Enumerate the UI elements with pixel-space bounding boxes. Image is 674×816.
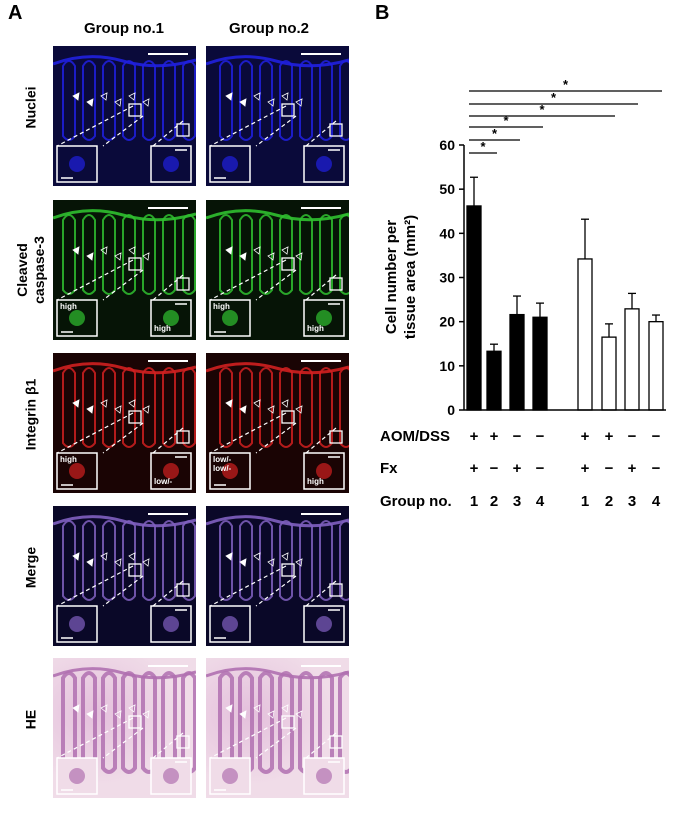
condition-value: − <box>536 460 545 477</box>
group-title-1: Group no.1 <box>84 20 164 37</box>
micrograph-integrin-group-2: low/- low/- high <box>206 353 349 493</box>
bar <box>601 336 617 411</box>
bar <box>509 313 525 411</box>
bar <box>624 308 640 411</box>
micrograph-integrin-group-1: high low/- <box>53 353 196 493</box>
micrograph-caspase-group-1: high high <box>53 200 196 340</box>
condition-value: − <box>605 460 614 477</box>
y-tick-label: 10 <box>439 358 455 374</box>
y-axis-label: tissue area (mm²) <box>402 215 419 339</box>
significance-star: * <box>563 77 569 92</box>
bar <box>532 316 548 411</box>
inset-label-left: high <box>60 455 77 464</box>
condition-value: 4 <box>536 493 545 510</box>
condition-row-label: Fx <box>380 460 398 477</box>
y-tick-label: 40 <box>439 225 455 241</box>
bar-chart: 0 10 20 30 40 50 60 Cell number per tissue area … <box>380 77 666 510</box>
condition-value: + <box>470 428 479 445</box>
condition-value: − <box>536 428 545 445</box>
micrograph-he-group-1 <box>53 658 196 798</box>
y-tick-label: 30 <box>439 270 455 286</box>
row-label-integrin: Integrin β1 <box>22 378 39 451</box>
condition-value: 1 <box>581 493 589 510</box>
micrograph-merge-group-1 <box>53 506 196 646</box>
condition-value: + <box>581 460 590 477</box>
condition-value: + <box>470 460 479 477</box>
panel-b-letter: B <box>375 2 390 24</box>
condition-value: 3 <box>513 493 521 510</box>
row-label-nuclei: Nuclei <box>22 86 39 129</box>
condition-value: − <box>513 428 522 445</box>
significance-star: * <box>480 139 486 154</box>
panel-a-letter: A <box>8 2 23 24</box>
condition-value: + <box>513 460 522 477</box>
group-title-2: Group no.2 <box>229 20 309 37</box>
inset-label-right: low/- <box>154 477 173 486</box>
y-tick-label: 20 <box>439 314 455 330</box>
condition-value: + <box>490 428 499 445</box>
significance-star: * <box>503 113 509 128</box>
bar <box>648 321 664 411</box>
condition-value: − <box>490 460 499 477</box>
bar <box>486 350 502 411</box>
micrograph-he-group-2 <box>206 658 349 798</box>
micrograph-nuclei-group-1 <box>53 46 196 186</box>
inset-label-left: low/- low/- <box>213 455 232 473</box>
micrograph-caspase-group-2: high high <box>206 200 349 340</box>
condition-row-label: Group no. <box>380 493 452 510</box>
condition-value: − <box>652 428 661 445</box>
y-axis-label: Cell number per <box>383 220 400 334</box>
inset-label-right: high <box>307 477 324 486</box>
row-label-he: HE <box>22 709 39 730</box>
condition-value: 2 <box>605 493 613 510</box>
inset-label-left: high <box>60 302 77 311</box>
micrograph-nuclei-group-2 <box>206 46 349 186</box>
inset-label-left: high <box>213 302 230 311</box>
bar <box>577 258 593 411</box>
condition-value: − <box>652 460 661 477</box>
y-tick-label: 60 <box>439 137 455 153</box>
condition-value: + <box>605 428 614 445</box>
condition-value: + <box>581 428 590 445</box>
row-label-merge: Merge <box>22 546 39 589</box>
y-tick-label: 50 <box>439 181 455 197</box>
significance-star: * <box>539 102 545 117</box>
condition-value: 2 <box>490 493 498 510</box>
condition-value: − <box>628 428 637 445</box>
condition-value: + <box>628 460 637 477</box>
condition-value: 4 <box>652 493 661 510</box>
condition-row-label: AOM/DSS <box>380 428 450 445</box>
condition-value: 3 <box>628 493 636 510</box>
significance-star: * <box>492 126 498 141</box>
significance-star: * <box>551 90 557 105</box>
condition-value: 1 <box>470 493 478 510</box>
y-tick-label: 0 <box>447 402 455 418</box>
inset-label-right: high <box>307 324 324 333</box>
micrograph-merge-group-2 <box>206 506 349 646</box>
inset-label-right: high <box>154 324 171 333</box>
bar <box>466 205 482 411</box>
row-label-caspase: Cleaved caspase-3 <box>14 236 47 304</box>
